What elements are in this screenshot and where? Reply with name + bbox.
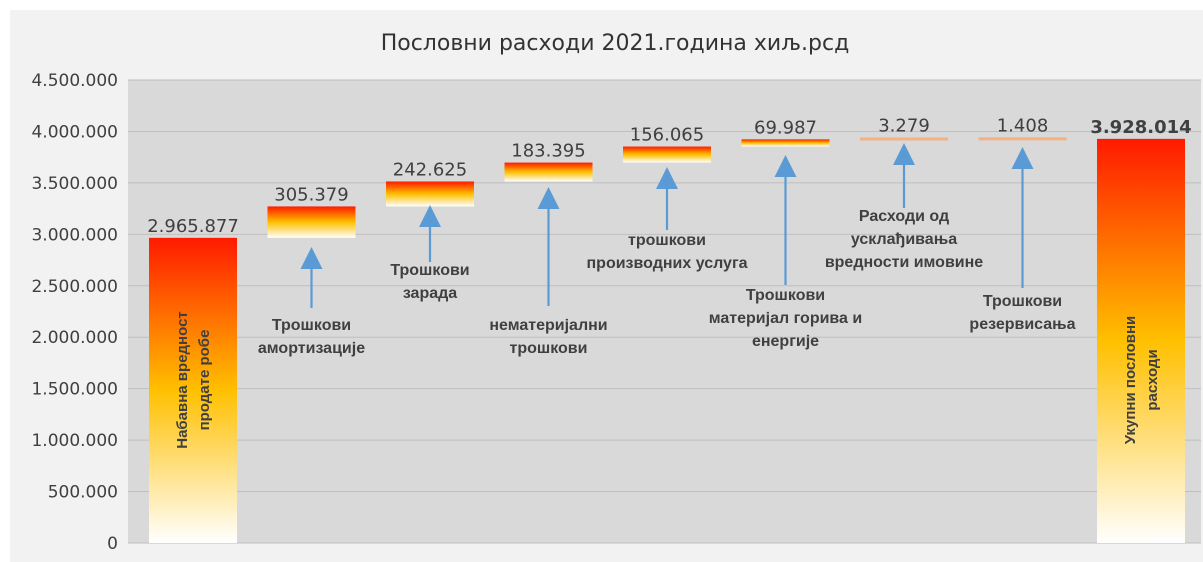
category-label-line: Трошкови bbox=[746, 287, 825, 304]
category-label-line: вредности имовине bbox=[825, 254, 983, 271]
category-label-line: производних услуга bbox=[587, 255, 748, 272]
category-label-line: Трошкови bbox=[983, 293, 1062, 310]
y-tick-label: 4.500.000 bbox=[31, 71, 118, 91]
category-label-line: трошкови bbox=[510, 340, 588, 357]
data-label: 242.625 bbox=[393, 159, 467, 180]
y-tick-label: 4.000.000 bbox=[31, 122, 118, 142]
data-label: 3.279 bbox=[878, 115, 930, 136]
y-tick-label: 500.000 bbox=[48, 483, 118, 503]
category-label-line: нематеријални bbox=[489, 317, 607, 334]
bar bbox=[386, 181, 474, 206]
bar bbox=[979, 137, 1067, 140]
data-label: 2.965.877 bbox=[147, 216, 239, 237]
category-label-line: амортизације bbox=[258, 340, 365, 357]
y-tick-label: 1.500.000 bbox=[31, 380, 118, 400]
data-label: 1.408 bbox=[997, 115, 1049, 136]
category-label-line: Укупни пословни bbox=[1122, 316, 1139, 444]
category-label-line: Трошкови bbox=[272, 317, 351, 334]
bar bbox=[623, 147, 711, 163]
bar bbox=[1097, 139, 1185, 543]
category-label-line: Трошкови bbox=[390, 262, 469, 279]
data-label: 69.987 bbox=[754, 117, 817, 138]
y-tick-label: 1.000.000 bbox=[31, 431, 118, 451]
y-tick-label: 3.500.000 bbox=[31, 174, 118, 194]
y-tick-label: 3.000.000 bbox=[31, 225, 118, 245]
bar bbox=[742, 139, 830, 146]
data-label: 305.379 bbox=[274, 184, 348, 205]
category-label-line: зарада bbox=[403, 285, 457, 302]
data-label: 183.395 bbox=[511, 141, 585, 162]
category-label-line: резервисања bbox=[969, 316, 1075, 333]
category-label-line: расходи bbox=[1144, 349, 1161, 410]
category-label-line: Набавна вредност bbox=[174, 311, 191, 449]
category-label-line: енергије bbox=[752, 333, 819, 350]
category-label-line: усклађивања bbox=[851, 231, 957, 248]
bar bbox=[149, 238, 237, 543]
category-label-line: трошкови bbox=[628, 232, 706, 249]
data-label: 3.928.014 bbox=[1090, 117, 1191, 138]
y-tick-label: 2.000.000 bbox=[31, 328, 118, 348]
bar bbox=[860, 137, 948, 140]
bar bbox=[268, 206, 356, 237]
y-tick-label: 0 bbox=[107, 534, 118, 554]
bar bbox=[505, 163, 593, 182]
chart-title: Пословни расходи 2021.година хиљ.рсд bbox=[381, 31, 850, 56]
category-label-line: продате робе bbox=[196, 330, 213, 431]
category-label-line: материјал горива и bbox=[709, 310, 862, 327]
y-tick-label: 2.500.000 bbox=[31, 277, 118, 297]
category-label-line: Расходи од bbox=[859, 208, 949, 225]
data-label: 156.065 bbox=[630, 125, 704, 146]
